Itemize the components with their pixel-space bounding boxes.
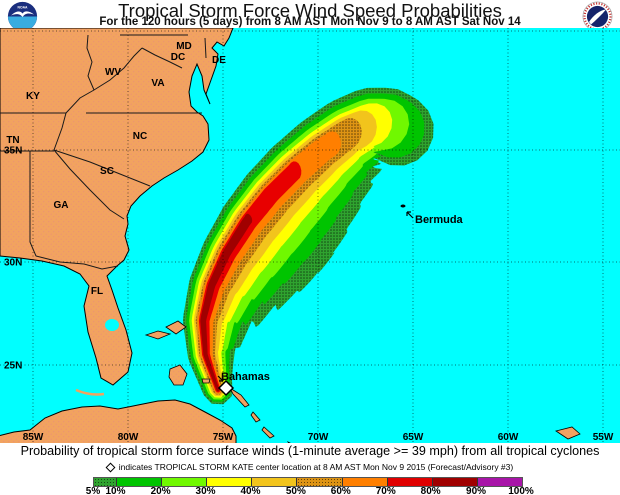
eleuthera-island bbox=[228, 386, 250, 408]
probability-band-20% bbox=[189, 98, 410, 400]
page-title: Tropical Storm Force Wind Speed Probabil… bbox=[118, 0, 502, 21]
legend-label-40%: 40% bbox=[240, 486, 261, 495]
legend-cell-5% bbox=[94, 478, 118, 486]
state-label-fl: FL bbox=[91, 286, 103, 297]
state-label-tn: TN bbox=[6, 135, 19, 146]
legend-label-5%: 5% bbox=[85, 486, 101, 495]
legend-label-90%: 90% bbox=[466, 486, 487, 495]
nws-logo bbox=[582, 1, 613, 32]
state-label-ga: GA bbox=[54, 200, 69, 211]
probability-band-80% bbox=[200, 213, 253, 392]
probability-color-scale bbox=[93, 477, 523, 487]
longitude-tick-label: 80W bbox=[118, 432, 139, 443]
probability-caption: Probability of tropical storm force surf… bbox=[20, 444, 600, 458]
state-label-va: VA bbox=[151, 78, 164, 89]
header: NOAA Tropical Storm Force Wind Speed Pro… bbox=[0, 0, 620, 32]
legend-cell-40% bbox=[252, 478, 298, 486]
land-masses bbox=[0, 27, 234, 386]
latitude-tick-label: 35N bbox=[4, 146, 22, 157]
legend-cell-80% bbox=[432, 478, 478, 486]
latitude-tick-label: 25N bbox=[4, 361, 22, 372]
bermuda-island-dot bbox=[400, 204, 406, 208]
andros-island bbox=[168, 364, 188, 386]
small-island-east bbox=[555, 426, 581, 440]
latitude-tick-label: 30N bbox=[4, 258, 22, 269]
svg-text:NOAA: NOAA bbox=[18, 6, 29, 10]
islands bbox=[0, 320, 581, 470]
long-island-bahamas bbox=[261, 426, 275, 439]
longitude-tick-label: 55W bbox=[593, 432, 614, 443]
grand-bahama-island bbox=[144, 330, 172, 340]
state-label-wv: WV bbox=[105, 67, 121, 78]
legend-cell-70% bbox=[387, 478, 433, 486]
longitude-tick-label: 85W bbox=[23, 432, 44, 443]
state-label-de: DE bbox=[212, 55, 226, 66]
state-label-nc: NC bbox=[133, 131, 147, 142]
legend-cell-90% bbox=[477, 478, 523, 486]
longitude-tick-label: 75W bbox=[213, 432, 234, 443]
state-label-sc: SC bbox=[100, 166, 114, 177]
storm-center-note-text: indicates TROPICAL STORM KATE center loc… bbox=[118, 462, 514, 472]
new-providence-island bbox=[201, 378, 211, 384]
storm-center-marker bbox=[217, 379, 235, 397]
legend-cell-60% bbox=[342, 478, 388, 486]
place-label-bermuda: Bermuda bbox=[415, 214, 464, 226]
legend-cell-10% bbox=[117, 478, 163, 486]
storm-center-note: indicates TROPICAL STORM KATE center loc… bbox=[0, 462, 620, 473]
longitude-tick-label: 70W bbox=[308, 432, 329, 443]
legend-label-100%: 100% bbox=[508, 486, 534, 495]
probability-band-10% bbox=[186, 93, 425, 402]
legend-label-80%: 80% bbox=[420, 486, 441, 495]
longitude-tick-label: 65W bbox=[403, 432, 424, 443]
state-label-md: MD bbox=[176, 41, 192, 52]
page-subtitle: For the 120 hours (5 days) from 8 AM AST… bbox=[99, 16, 521, 28]
nws-emblem-icon bbox=[582, 1, 613, 32]
legend-label-20%: 20% bbox=[150, 486, 171, 495]
bahamas-pointer-arrow bbox=[217, 375, 224, 382]
map-container: 35N 30N 25N 85W 80W 75W 70W 65W 60W 55W MD DC DE WV V… bbox=[0, 27, 620, 470]
legend-cell-20% bbox=[162, 478, 208, 486]
lat-lon-grid: 35N 30N 25N 85W 80W 75W 70W 65W 60W 55W bbox=[0, 28, 620, 443]
legend-cell-50% bbox=[297, 478, 343, 486]
bermuda-pointer-arrow bbox=[406, 211, 414, 219]
noaa-seagull-icon: NOAA bbox=[7, 1, 38, 32]
noaa-logo: NOAA bbox=[7, 1, 38, 32]
state-label-dc: DC bbox=[171, 52, 185, 63]
storm-center-diamond-icon bbox=[105, 462, 116, 473]
wind-probability-bands bbox=[183, 87, 434, 405]
map-markers bbox=[217, 204, 414, 397]
cuba bbox=[0, 399, 237, 445]
legend-label-60%: 60% bbox=[330, 486, 351, 495]
legend-label-50%: 50% bbox=[285, 486, 306, 495]
legend-cell-30% bbox=[207, 478, 253, 486]
us-mainland bbox=[0, 27, 234, 386]
legend-label-30%: 30% bbox=[195, 486, 216, 495]
cat-island bbox=[250, 411, 261, 423]
legend-label-10%: 10% bbox=[105, 486, 126, 495]
florida-keys bbox=[75, 388, 105, 396]
state-label-ky: KY bbox=[26, 91, 40, 102]
longitude-tick-label: 60W bbox=[498, 432, 519, 443]
legend-label-70%: 70% bbox=[375, 486, 396, 495]
abaco-island bbox=[165, 320, 187, 335]
place-label-bahamas: Bahamas bbox=[221, 371, 270, 383]
lake-okeechobee bbox=[105, 319, 119, 331]
